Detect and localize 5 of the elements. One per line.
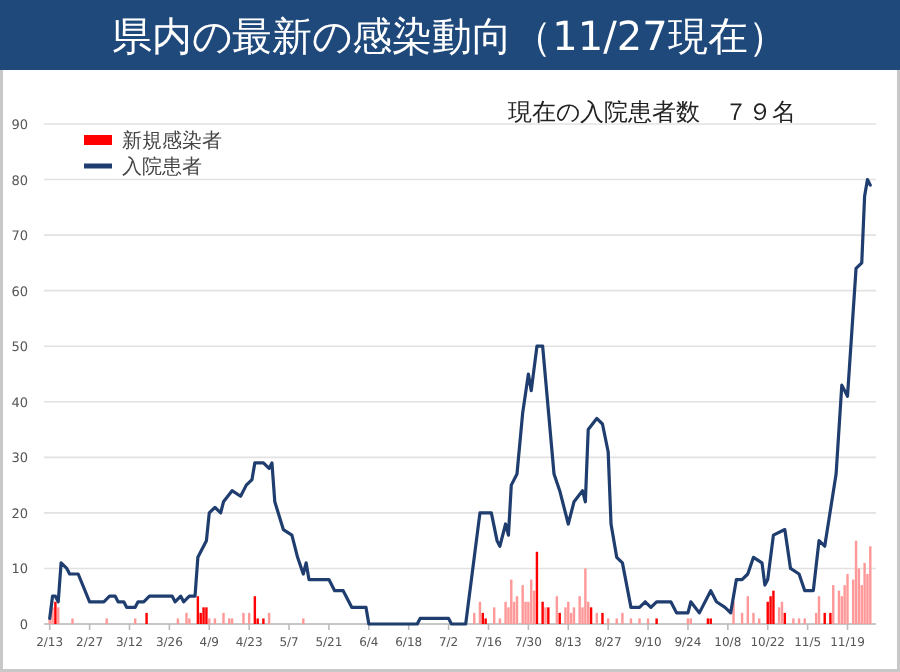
line-series: [48, 177, 872, 626]
legend-label: 新規感染者: [122, 129, 222, 153]
title: 県内の最新の感染動向（11/27現在）: [112, 12, 788, 60]
subtitle: 現在の入院患者数 ７９名: [508, 98, 796, 126]
legend-label: 入院患者: [122, 155, 202, 179]
